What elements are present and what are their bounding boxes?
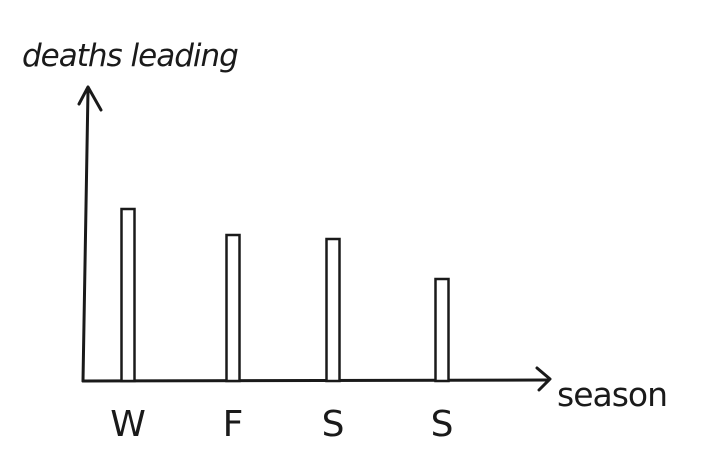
x-axis-arrowhead (535, 366, 552, 392)
bar-1 (120, 207, 136, 383)
x-tick-label-3: S (322, 404, 345, 445)
bar-2 (225, 233, 241, 383)
y-axis (81, 88, 90, 383)
x-tick-label-4: S (431, 404, 454, 445)
x-tick-label-1: W (110, 404, 146, 445)
bar-4 (434, 277, 450, 383)
bars-group (120, 207, 450, 383)
x-tick-label-2: F (223, 404, 244, 445)
x-axis (81, 378, 549, 383)
y-axis-label: deaths leading (22, 38, 238, 74)
y-axis-arrowhead (77, 85, 103, 112)
x-axis-label: season (557, 375, 667, 414)
bar-3 (325, 237, 341, 383)
